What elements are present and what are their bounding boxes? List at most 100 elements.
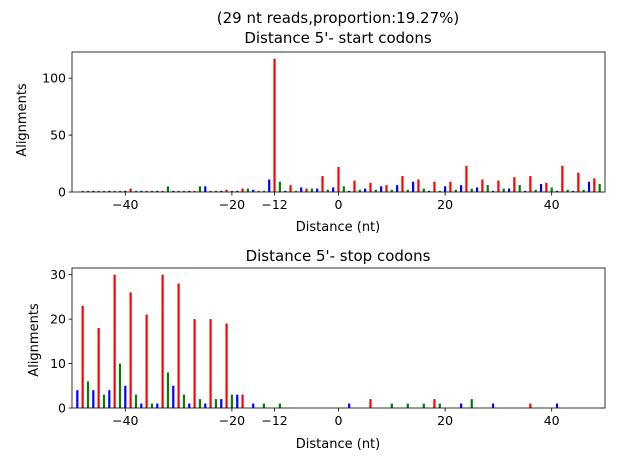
chart1-bar [140, 190, 143, 192]
chart2-bar [348, 403, 351, 408]
chart2-bar [369, 399, 372, 408]
chart1-bar [577, 172, 580, 192]
chart2-bar [134, 394, 138, 408]
chart2-bar [129, 292, 132, 408]
chart2-bar [555, 403, 559, 408]
chart1-bar [209, 190, 212, 192]
chart2-xtick-label: −40 [112, 413, 138, 428]
chart1-bar [182, 190, 186, 192]
chart1-bar [172, 190, 175, 192]
chart1-bar [497, 180, 500, 192]
chart2-bar [278, 403, 281, 408]
chart1-bar [481, 179, 484, 192]
chart2-bar [236, 394, 239, 408]
chart1-bar [438, 190, 441, 192]
chart1-bar [214, 190, 218, 192]
chart1-bar [321, 176, 324, 192]
chart2-bar [182, 394, 186, 408]
chart2-bar [459, 403, 463, 408]
chart1-bar [385, 185, 388, 192]
chart2-xtick-label: −20 [219, 413, 245, 428]
chart1-bar [177, 190, 180, 192]
chart2-bar [76, 390, 79, 408]
chart1-bar [113, 190, 116, 192]
chart2-bar [438, 403, 441, 408]
chart1-ytick-label: 0 [58, 185, 66, 200]
chart2-xlabel: Distance (nt) [296, 437, 380, 452]
chart1-bar [593, 178, 596, 192]
chart2-xtick-label: 40 [544, 413, 560, 428]
chart1-bar [92, 190, 95, 192]
chart2-bar [108, 390, 111, 408]
chart1-bar [102, 190, 106, 192]
chart1-bar [81, 190, 84, 192]
chart2-bar [161, 274, 164, 408]
chart1-bar [459, 185, 463, 192]
chart1-bar [150, 190, 154, 192]
chart1-xlabel: Distance (nt) [296, 220, 380, 235]
chart1-bar [364, 188, 367, 192]
chart2-xtick-label: 20 [437, 413, 453, 428]
chart1-bar [491, 190, 495, 192]
chart1-bar [353, 180, 356, 192]
chart1-bar [550, 187, 553, 192]
chart1-bar [571, 190, 575, 192]
chart1-bar [246, 188, 249, 192]
chart2-bar [406, 403, 409, 408]
chart1-bar [145, 190, 148, 192]
chart1-bar [241, 188, 244, 192]
chart1-bar [518, 185, 521, 192]
chart2-ytick-label: 0 [58, 401, 66, 416]
chart2-ytick-label: 20 [50, 312, 66, 327]
chart1-bar [326, 189, 329, 192]
chart1-bar [502, 188, 505, 192]
chart2-ylabel: Alignments [27, 303, 42, 377]
chart1-bar [316, 188, 319, 192]
chart1-bar [390, 189, 393, 192]
chart2-bar [118, 363, 122, 408]
chart1-title-line1: (29 nt reads,proportion:19.27%) [217, 9, 459, 27]
chart1-bar [465, 165, 468, 192]
chart1-bar [449, 181, 452, 192]
chart2-bar [113, 274, 116, 408]
chart1-bar [396, 185, 399, 192]
chart1-ytick-label: 100 [42, 71, 66, 86]
chart1-bar [486, 185, 489, 192]
chart1-xtick-label: −12 [261, 197, 287, 212]
chart1-bar [428, 190, 431, 192]
chart1-bar [412, 181, 415, 192]
chart1-xtick-label: −20 [219, 197, 245, 212]
chart2-ytick-label: 30 [50, 267, 66, 282]
chart1-bar [284, 190, 287, 192]
chart1-bar [252, 189, 255, 192]
chart1-bar [337, 166, 340, 192]
chart1-bar [561, 165, 564, 192]
chart1-bar [86, 190, 90, 192]
chart1-bar [273, 58, 276, 192]
chart1-bar [422, 188, 425, 192]
chart1-bar [268, 179, 271, 192]
chart2-bar [102, 394, 106, 408]
chart1-ytick-label: 50 [50, 128, 66, 143]
chart2-title: Distance 5'- stop codons [246, 247, 431, 265]
chart2-bar [166, 372, 170, 408]
chart1-bar [348, 190, 351, 192]
chart2-bar [470, 399, 473, 408]
chart1-bar [289, 185, 292, 192]
chart1-bar [118, 190, 122, 192]
chart1-bar [97, 190, 100, 192]
chart2-bar [92, 390, 95, 408]
chart1-ylabel: Alignments [15, 83, 30, 157]
chart1-xtick-label: 40 [544, 197, 560, 212]
chart2-bar [390, 403, 393, 408]
chart1-bar [193, 190, 196, 192]
chart1-bar [108, 190, 111, 192]
chart2-bar [81, 305, 84, 408]
chart1-bar [220, 190, 223, 192]
chart1-bar [539, 184, 543, 192]
chart2-bar [145, 314, 148, 408]
chart1-bar [529, 176, 532, 192]
chart1-bar [236, 190, 239, 192]
chart1-bar [166, 186, 170, 192]
